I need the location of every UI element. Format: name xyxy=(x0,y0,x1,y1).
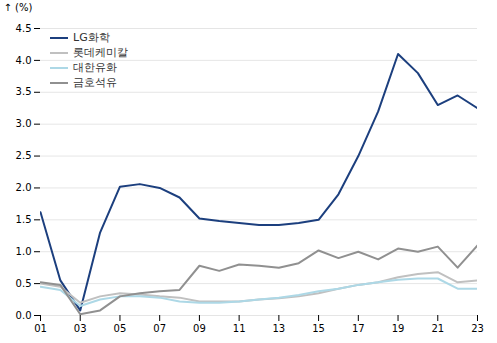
svg-text:0.0: 0.0 xyxy=(16,310,32,321)
svg-text:03: 03 xyxy=(74,323,87,334)
svg-text:19: 19 xyxy=(392,323,405,334)
svg-text:13: 13 xyxy=(272,323,285,334)
html-text:롯데케미칼: 롯데케미칼 xyxy=(73,46,128,59)
html-text:대한유화: 대한유화 xyxy=(73,61,117,74)
svg-text:07: 07 xyxy=(153,323,166,334)
svg-text:0.5: 0.5 xyxy=(16,278,32,289)
svg-text:3.5: 3.5 xyxy=(16,86,32,97)
svg-text:11: 11 xyxy=(233,323,246,334)
svg-text:↑ (%): ↑ (%) xyxy=(4,2,33,13)
svg-text:1.0: 1.0 xyxy=(16,246,32,257)
svg-text:2.5: 2.5 xyxy=(16,150,32,161)
svg-text:17: 17 xyxy=(352,323,365,334)
svg-text:09: 09 xyxy=(193,323,206,334)
svg-text:1.5: 1.5 xyxy=(16,214,32,225)
svg-text:4.0: 4.0 xyxy=(16,55,32,66)
svg-text:21: 21 xyxy=(431,323,444,334)
svg-text:15: 15 xyxy=(312,323,325,334)
svg-text:23: 23 xyxy=(471,323,484,334)
svg-text:01: 01 xyxy=(34,323,47,334)
html-text:금호석유: 금호석유 xyxy=(73,76,117,89)
svg-text:3.0: 3.0 xyxy=(16,118,32,129)
svg-text:4.5: 4.5 xyxy=(16,23,32,34)
svg-text:05: 05 xyxy=(114,323,127,334)
svg-text:2.0: 2.0 xyxy=(16,182,32,193)
html-text:LG화학: LG화학 xyxy=(73,31,110,44)
